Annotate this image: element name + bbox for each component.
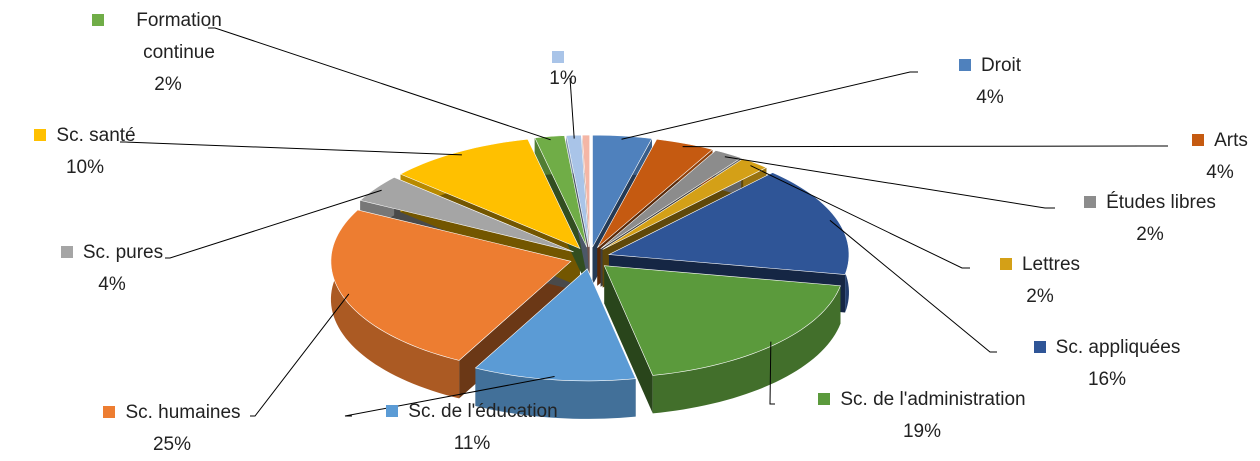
slice — [592, 134, 653, 248]
data-label: Sc. humaines 25% — [72, 397, 272, 461]
percent-label: 19% — [902, 421, 942, 442]
slice — [602, 158, 768, 250]
category-label: Formation continue — [136, 10, 222, 63]
category-label: Droit — [980, 55, 1022, 76]
leader-line — [208, 27, 551, 141]
leader-line — [250, 293, 350, 417]
data-label: Sc. appliquées 16% — [1012, 332, 1202, 396]
legend-entry: Sc. humaines — [72, 397, 272, 429]
legend-swatch — [999, 258, 1012, 270]
legend-entry: Sc. de l'éducation — [357, 396, 587, 428]
legend-entry: Sc. appliquées — [1012, 332, 1202, 364]
slice — [597, 138, 714, 248]
percent-label: 4% — [1206, 162, 1234, 183]
category-label: Sc. appliquées — [1055, 337, 1181, 358]
data-label: Sc. de l'éducation 11% — [357, 396, 587, 460]
legend-entry: Droit — [935, 50, 1045, 82]
legend-entry: Sc. santé — [10, 120, 160, 152]
data-label: Lettres 2% — [985, 249, 1095, 313]
data-label: Sc. de l'administration 19% — [782, 384, 1062, 448]
data-label: Sc. pures 4% — [37, 237, 187, 301]
slice — [600, 150, 742, 249]
data-label: Arts 4% — [1180, 125, 1260, 189]
legend-swatch — [34, 129, 47, 141]
category-label: Sc. humaines — [125, 402, 241, 423]
leader-line — [621, 71, 918, 140]
slice — [603, 265, 841, 376]
slice — [534, 135, 588, 248]
legend-entry: Formation continue — [78, 5, 258, 69]
slice — [607, 172, 850, 275]
slice-tops — [330, 134, 850, 382]
legend-swatch — [1192, 134, 1205, 146]
legend-swatch — [386, 405, 399, 417]
legend-entry: Sc. pures — [37, 237, 187, 269]
leader-line — [829, 219, 997, 353]
percent-label: 4% — [98, 274, 126, 295]
category-label: Sc. pures — [82, 242, 164, 263]
data-label: Droit 4% — [935, 50, 1045, 114]
slice-wall — [652, 285, 841, 414]
leader-line — [682, 145, 1168, 148]
legend-entry: Lettres — [985, 249, 1095, 281]
category-label: Arts — [1214, 130, 1248, 151]
slice-wall — [330, 209, 460, 399]
leader-line — [769, 341, 775, 405]
leader-line — [724, 156, 1055, 209]
slice — [359, 177, 574, 253]
percent-label: 11% — [453, 433, 491, 454]
slice — [330, 209, 572, 361]
slice-wall — [475, 367, 636, 419]
legend-swatch — [1084, 196, 1097, 208]
legend-swatch — [958, 59, 971, 71]
data-label: Formation continue 2% — [78, 5, 258, 101]
legend-swatch — [818, 393, 831, 405]
data-label: Études libres 2% — [1060, 187, 1240, 251]
leader-line — [165, 189, 382, 259]
legend-swatch — [92, 14, 104, 26]
legend-entry: Sc. de l'administration — [782, 384, 1062, 416]
percent-label: 10% — [65, 157, 105, 178]
leader-line — [750, 165, 970, 269]
data-label: Sc. santé 10% — [10, 120, 160, 184]
leader-line — [120, 141, 462, 156]
category-label: Sc. santé — [56, 125, 136, 146]
legend-swatch — [103, 406, 116, 418]
percent-label: 4% — [976, 87, 1004, 108]
leader-line — [344, 375, 555, 417]
category-label: Études libres — [1106, 192, 1216, 213]
category-label: Sc. de l'administration — [840, 389, 1026, 410]
legend-entry: Arts — [1180, 125, 1260, 157]
legend-swatch — [552, 51, 564, 63]
legend-swatch — [60, 246, 73, 258]
legend-entry — [498, 42, 628, 63]
data-label: 1% — [498, 42, 628, 95]
percent-label: 2% — [154, 74, 182, 95]
slice — [474, 268, 637, 382]
slice — [399, 138, 581, 250]
percent-label: 1% — [549, 68, 577, 89]
percent-label: 2% — [1026, 286, 1054, 307]
percent-label: 16% — [1087, 369, 1127, 390]
legend-swatch — [1033, 341, 1046, 353]
percent-label: 25% — [152, 434, 192, 455]
legend-entry: Études libres — [1060, 187, 1240, 219]
leader-line — [569, 77, 575, 139]
percent-label: 2% — [1136, 224, 1164, 245]
slice-side — [604, 265, 653, 414]
slice — [581, 134, 590, 248]
category-label: Lettres — [1021, 254, 1081, 275]
category-label: Sc. de l'éducation — [408, 401, 558, 422]
